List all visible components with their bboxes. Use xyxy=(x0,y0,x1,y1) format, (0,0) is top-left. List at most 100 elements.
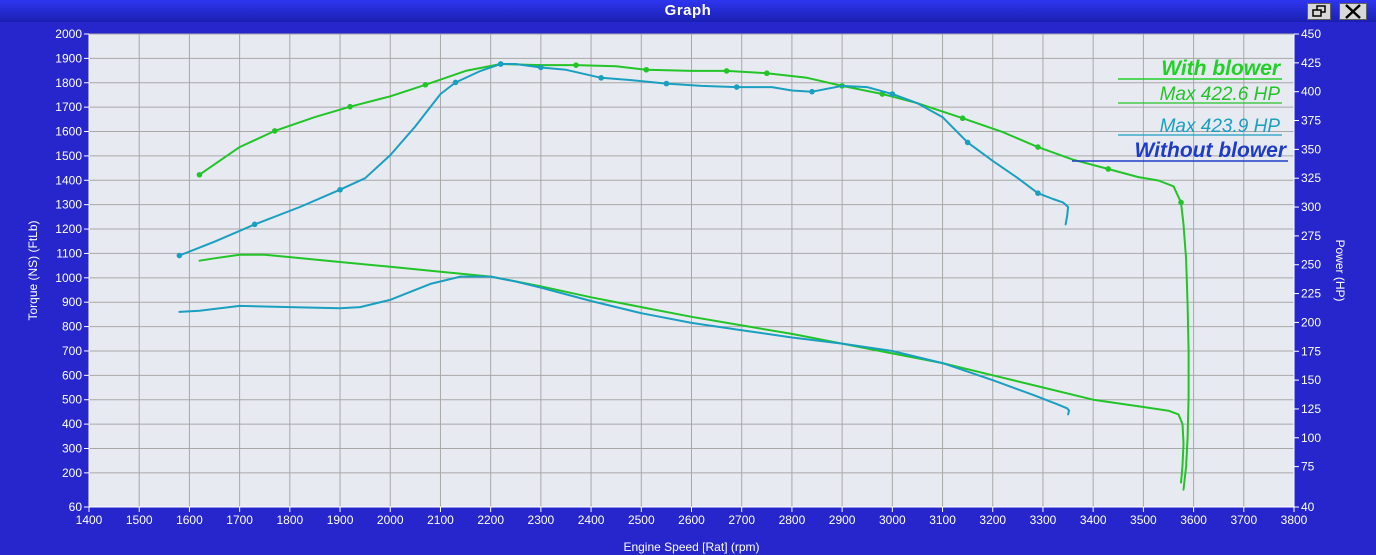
y-right-tick-label: 125 xyxy=(1301,402,1321,416)
series-marker xyxy=(809,88,815,95)
dyno-chart: 1400 1500 1600 1700 1800 1900 2000 2100 2200 2300… xyxy=(26,27,1347,554)
y-right-tick-label: 375 xyxy=(1301,114,1321,128)
x-axis-label: Engine Speed [Rat] (rpm) xyxy=(623,540,759,554)
y-left-tick-label: 600 xyxy=(62,368,82,382)
x-tick-label: 2700 xyxy=(728,513,755,527)
y-left-tick-label: 800 xyxy=(62,320,82,334)
y-left-tick-label: 1000 xyxy=(55,271,82,285)
series-marker xyxy=(251,221,258,228)
x-tick-label: 3200 xyxy=(979,513,1006,527)
y-right-tick-label: 400 xyxy=(1301,85,1321,99)
series-marker xyxy=(764,70,770,77)
series-marker xyxy=(959,115,966,122)
series-marker xyxy=(643,66,650,73)
x-tick-label: 1800 xyxy=(276,513,303,527)
y-left-tick-label: 1500 xyxy=(55,149,82,163)
window-title: Graph xyxy=(664,2,712,19)
series-marker xyxy=(598,75,604,81)
y-right-tick-label: 75 xyxy=(1301,460,1315,474)
title-bar[interactable]: Graph xyxy=(0,0,1376,22)
x-tick-label: 3700 xyxy=(1230,513,1257,527)
x-tick-label: 3100 xyxy=(929,513,956,527)
y-left-tick-label: 700 xyxy=(62,344,82,358)
y-axis-right-label: Power (HP) xyxy=(1333,239,1347,301)
y-right-tick-label: 325 xyxy=(1301,171,1321,185)
x-tick-label: 3500 xyxy=(1130,513,1157,527)
series-marker xyxy=(497,61,504,67)
y-left-tick-label: 400 xyxy=(62,417,82,431)
x-tick-label: 2000 xyxy=(377,513,404,527)
series-marker xyxy=(271,128,278,134)
close-button[interactable] xyxy=(1339,3,1367,20)
annotation-without-blower: Without blower xyxy=(1135,139,1288,162)
x-tick-label: 2500 xyxy=(628,513,655,527)
y-left-tick-label: 900 xyxy=(62,295,82,309)
series-marker xyxy=(964,139,971,146)
x-tick-label: 3400 xyxy=(1080,513,1107,527)
y-left-tick-label: 60 xyxy=(69,500,83,514)
series-group xyxy=(176,61,1190,491)
x-tick-label: 3600 xyxy=(1180,513,1207,527)
x-tick-label: 2900 xyxy=(829,513,856,527)
series-marker xyxy=(663,80,670,87)
series-marker xyxy=(347,103,353,110)
y-right-tick-label: 175 xyxy=(1301,344,1321,358)
y-left-tick-label: 500 xyxy=(62,393,82,407)
x-tick-label: 2400 xyxy=(578,513,605,527)
y-left-tick-label: 300 xyxy=(62,441,82,455)
series-marker xyxy=(1105,166,1112,172)
series-marker xyxy=(176,252,183,259)
y-right-tick-label: 275 xyxy=(1301,229,1321,243)
series-marker xyxy=(889,91,896,97)
x-tick-label: 1600 xyxy=(176,513,203,527)
x-tick-label: 1700 xyxy=(226,513,253,527)
x-tick-label: 1400 xyxy=(76,513,103,527)
y-left-tick-label: 1200 xyxy=(55,222,82,236)
restore-button[interactable] xyxy=(1307,3,1331,20)
y-left-tick-label: 1600 xyxy=(55,125,82,139)
y-right-tick-label: 425 xyxy=(1301,56,1321,70)
y-right-tick-label: 250 xyxy=(1301,258,1321,272)
series-marker xyxy=(1035,190,1041,197)
annotation-with-blower: With blower xyxy=(1161,57,1282,80)
series-marker xyxy=(1178,199,1184,206)
y-left-tick-label: 1100 xyxy=(56,246,82,260)
x-tick-label: 1900 xyxy=(327,513,354,527)
x-tick-label: 2100 xyxy=(427,513,454,527)
series-marker xyxy=(1035,144,1041,150)
y-right-tick-label: 350 xyxy=(1301,142,1321,156)
y-right-tick-label: 200 xyxy=(1301,315,1321,329)
series-marker xyxy=(573,62,579,68)
series-line-left-2 xyxy=(198,253,1185,484)
x-tick-label: 3300 xyxy=(1030,513,1057,527)
series-marker xyxy=(723,68,730,74)
x-tick-label: 2200 xyxy=(477,513,504,527)
y-right-tick-label: 150 xyxy=(1301,373,1321,387)
annotation-with-max: Max 422.6 HP xyxy=(1160,84,1281,105)
y-left-tick-label: 1400 xyxy=(55,173,82,187)
y-left-tick-label: 200 xyxy=(62,466,82,480)
series-marker xyxy=(452,79,459,86)
annotation-without-max: Max 423.9 HP xyxy=(1160,116,1281,137)
x-tick-label: 2800 xyxy=(779,513,806,527)
y-right-tick-label: 225 xyxy=(1301,287,1321,301)
y-right-tick-label: 40 xyxy=(1301,500,1315,514)
series-line-right-1 xyxy=(178,63,1070,257)
x-tick-label: 1500 xyxy=(126,513,153,527)
y-left-tick-label: 1800 xyxy=(55,76,82,90)
series-line-left-3 xyxy=(178,275,1071,416)
series-marker xyxy=(337,186,343,193)
series-marker xyxy=(196,171,203,178)
series-marker xyxy=(538,64,544,71)
x-tick-label: 3000 xyxy=(879,513,906,527)
axes: 1400 1500 1600 1700 1800 1900 2000 2100 2200 2300… xyxy=(55,27,1321,527)
series-marker xyxy=(422,81,429,88)
y-left-tick-label: 2000 xyxy=(55,27,82,41)
series-marker xyxy=(733,84,740,90)
y-right-tick-label: 300 xyxy=(1301,200,1321,214)
y-left-tick-label: 1900 xyxy=(55,51,82,65)
restore-icon xyxy=(1312,5,1326,17)
grid xyxy=(88,33,1295,508)
y-right-tick-label: 100 xyxy=(1301,431,1321,445)
